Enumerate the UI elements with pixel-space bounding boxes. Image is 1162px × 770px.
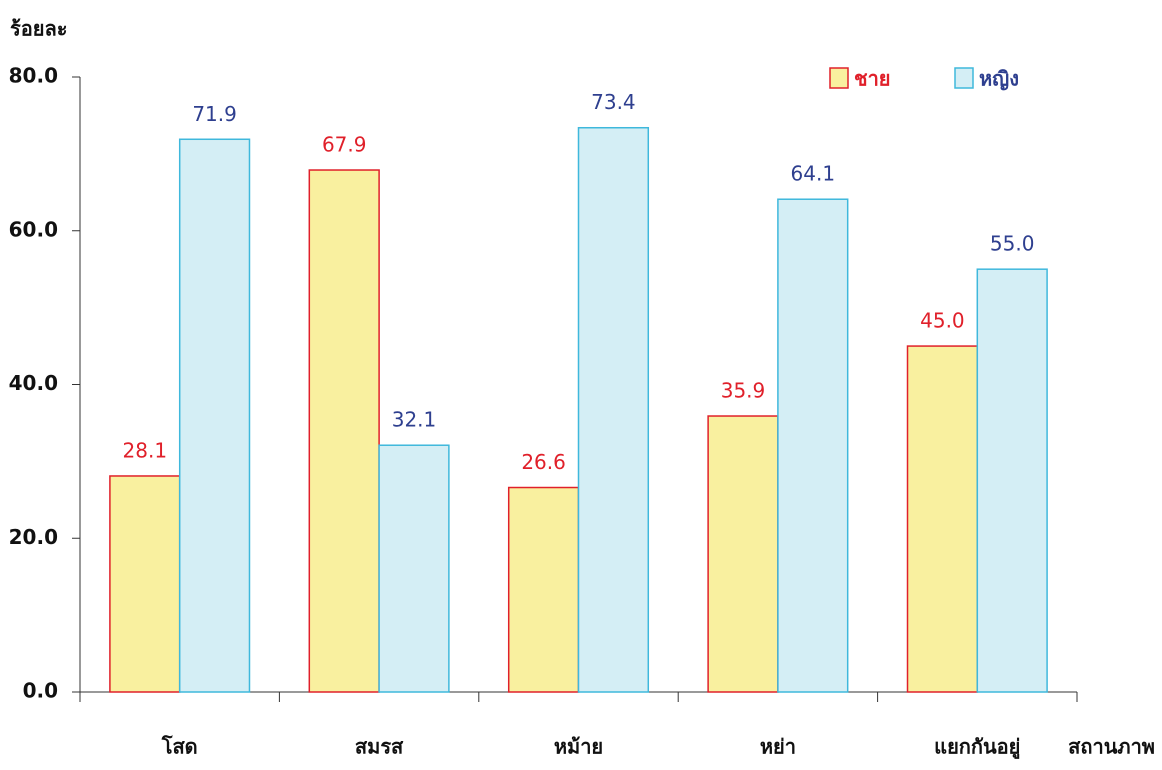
x-tick-label: โสด xyxy=(161,735,198,759)
bar xyxy=(778,199,848,692)
bar xyxy=(579,128,649,692)
value-label: 55.0 xyxy=(990,232,1035,256)
y-tick-label: 40.0 xyxy=(9,371,58,395)
x-tick-label: หม้าย xyxy=(554,735,603,759)
value-label: 45.0 xyxy=(920,309,965,333)
y-tick-label: 0.0 xyxy=(23,679,58,703)
bar xyxy=(180,139,250,692)
legend-label: หญิง xyxy=(979,67,1019,91)
bar xyxy=(708,416,778,692)
value-label: 28.1 xyxy=(123,438,168,462)
bar xyxy=(309,170,379,692)
bar xyxy=(110,476,180,692)
x-tick-label: แยกกันอยู่ xyxy=(934,735,1020,761)
value-label: 32.1 xyxy=(392,408,437,432)
chart: ร้อยละ สถานภาพ 0.0 20.0 40.0 60.0 80.0 โสด 28.… xyxy=(0,0,1162,770)
bar xyxy=(977,269,1047,692)
x-tick-label: หย่า xyxy=(760,735,796,759)
y-tick-label: 80.0 xyxy=(9,64,58,88)
value-label: 67.9 xyxy=(322,133,367,157)
page: {"chart_data": {"type": "bar", "y_label"… xyxy=(0,0,1162,770)
value-label: 71.9 xyxy=(192,102,237,126)
legend-swatch xyxy=(830,68,848,88)
y-axis-title: ร้อยละ xyxy=(10,17,67,41)
x-tick-label: สมรส xyxy=(355,735,404,759)
value-label: 73.4 xyxy=(591,90,636,114)
y-tick-label: 60.0 xyxy=(9,217,58,241)
legend-swatch xyxy=(955,68,973,88)
legend-label: ชาย xyxy=(854,67,891,91)
value-label: 64.1 xyxy=(791,162,836,186)
bar xyxy=(379,445,449,692)
x-axis-title: สถานภาพ xyxy=(1068,735,1155,759)
bar xyxy=(509,488,579,692)
value-label: 26.6 xyxy=(521,450,566,474)
bar xyxy=(908,346,978,692)
y-tick-label: 20.0 xyxy=(9,525,58,549)
value-label: 35.9 xyxy=(721,379,766,403)
